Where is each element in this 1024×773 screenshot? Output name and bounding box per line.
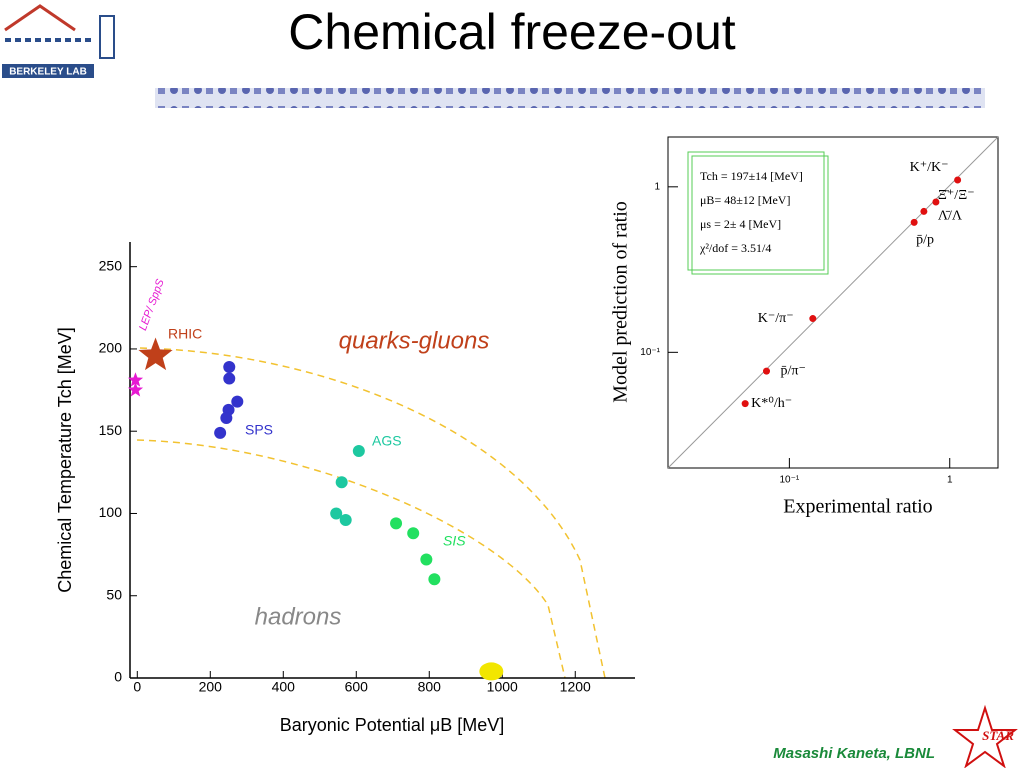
data-point xyxy=(920,207,928,215)
x-tick-label: 200 xyxy=(199,679,223,695)
data-point xyxy=(223,361,236,374)
annotation: hadrons xyxy=(255,603,342,630)
data-point xyxy=(479,662,504,681)
y-tick-label: 150 xyxy=(99,422,123,438)
plot-frame xyxy=(667,136,999,469)
annotation: quarks-gluons xyxy=(339,327,490,354)
slide-title: Chemical freeze-out xyxy=(288,4,736,60)
star-text: STAR xyxy=(982,728,1014,743)
legend-entry: Tch = 197±14 [MeV] xyxy=(700,169,803,183)
data-point xyxy=(390,517,403,530)
boundary-curve xyxy=(136,439,566,679)
data-point xyxy=(809,315,817,323)
data-point xyxy=(420,553,433,566)
series-label: SPS xyxy=(245,422,273,438)
legend-box xyxy=(687,151,825,271)
logo: BERKELEY LAB xyxy=(2,4,115,78)
point-label: Λ̄/Λ xyxy=(938,209,963,224)
x-tick-label: 1000 xyxy=(487,679,518,695)
legend-box xyxy=(691,155,829,275)
x-tick-label: 1200 xyxy=(560,679,591,695)
point-label: p̄/p xyxy=(916,233,934,248)
x-axis-label: Experimental ratio xyxy=(783,496,932,518)
ratio-plot: 10⁻¹ 1 10⁻¹ 1 Experimental ratio Model predic… xyxy=(610,136,999,518)
y-tick-label: 50 xyxy=(106,586,122,602)
logo-text: BERKELEY LAB xyxy=(9,67,87,78)
data-point xyxy=(763,367,771,375)
y-axis-label: Model prediction of ratio xyxy=(610,201,632,403)
legend-entry: μs = 2± 4 [MeV] xyxy=(700,217,781,231)
phase-diagram: 0 50 100 150 200 250 0 200 400 600 800 1000 1200 Bary… xyxy=(55,242,635,735)
x-tick-label: 0 xyxy=(133,679,141,695)
data-point xyxy=(428,573,441,586)
boundary-curve xyxy=(139,347,606,679)
data-point xyxy=(330,507,343,520)
data-point xyxy=(138,337,173,371)
data-point xyxy=(127,372,144,387)
x-tick-label: 10⁻¹ xyxy=(780,475,800,486)
x-axis-label: Baryonic Potential μB [MeV] xyxy=(280,715,504,735)
y-tick-label: 10⁻¹ xyxy=(640,347,660,358)
data-point xyxy=(741,400,749,408)
data-point xyxy=(220,412,233,425)
y-tick-label: 0 xyxy=(114,669,122,685)
series-label: LEP/ SppS xyxy=(137,277,167,332)
x-tick-label: 800 xyxy=(418,679,442,695)
star-logo xyxy=(952,704,1018,769)
x-tick-label: 600 xyxy=(345,679,369,695)
data-point xyxy=(954,176,962,184)
series-label: SIS xyxy=(443,533,466,549)
data-point xyxy=(932,198,940,206)
point-label: K⁺/K⁻ xyxy=(910,160,949,175)
y-tick-label: 200 xyxy=(99,340,123,356)
y-axis-label: Chemical Temperature Tch [MeV] xyxy=(55,327,75,592)
point-label: K⁻/π⁻ xyxy=(758,311,794,326)
data-point xyxy=(339,514,352,527)
series-label: AGS xyxy=(372,433,402,449)
data-point xyxy=(910,218,918,226)
y-tick-label: 250 xyxy=(99,257,123,273)
y-tick-label: 1 xyxy=(654,181,660,192)
point-label: Ξ̄⁺/Ξ⁻ xyxy=(938,188,975,203)
series-label: RHIC xyxy=(168,326,202,342)
data-point xyxy=(335,476,348,489)
data-point xyxy=(352,444,365,457)
x-tick-label: 400 xyxy=(272,679,296,695)
author: Masashi Kaneta, LBNL xyxy=(773,745,935,762)
x-tick-label: 1 xyxy=(947,475,953,486)
data-point xyxy=(231,395,244,408)
diagonal xyxy=(667,136,999,469)
legend-entry: χ²/dof = 3.51/4 xyxy=(699,241,771,255)
decor-band xyxy=(155,88,985,108)
legend-entry: μB= 48±12 [MeV] xyxy=(700,193,790,207)
point-label: K*⁰/h⁻ xyxy=(751,396,792,411)
data-point xyxy=(214,426,227,439)
data-point xyxy=(127,382,144,397)
data-point xyxy=(407,527,420,540)
point-label: p̄/π⁻ xyxy=(781,363,806,378)
data-point xyxy=(223,372,236,385)
y-tick-label: 100 xyxy=(99,504,123,520)
